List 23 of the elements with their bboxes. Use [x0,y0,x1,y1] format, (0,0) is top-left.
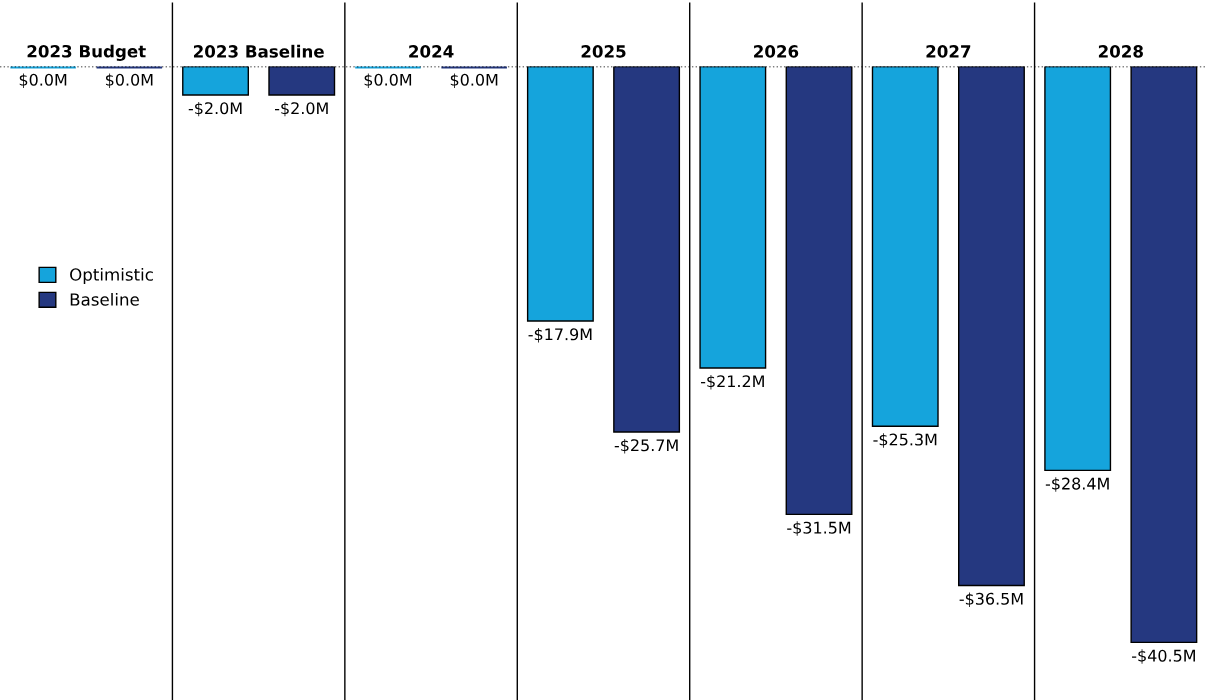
data-label: -$31.5M [787,521,851,536]
x-tick-label: 2024 [409,45,454,58]
legend-label: Optimistic [70,267,153,285]
data-label: -$17.9M [528,327,592,343]
data-label: -$25.3M [873,433,937,448]
data-label: -$2.0M [188,101,242,117]
data-label: -$2.0M [274,101,328,117]
data-label: -$21.2M [700,374,764,390]
data-label: $0.0M [364,73,412,88]
x-tick-label: 2028 [1098,45,1143,58]
data-label: $0.0M [19,73,67,88]
x-tick-label: 2023 Budget [27,44,146,61]
data-label: -$25.7M [614,438,678,454]
data-label: -$40.5M [1132,649,1195,664]
x-tick-label: 2025 [581,45,626,58]
legend-label: Baseline [70,292,139,306]
x-tick-label: 2023 Baseline [193,44,324,58]
data-label: $0.0M [105,73,153,88]
x-tick-label: 2026 [754,45,799,58]
data-label: $0.0M [450,73,498,88]
x-tick-label: 2027 [926,45,971,58]
data-label: -$28.4M [1045,477,1109,492]
data-label: -$36.5M [959,592,1023,607]
